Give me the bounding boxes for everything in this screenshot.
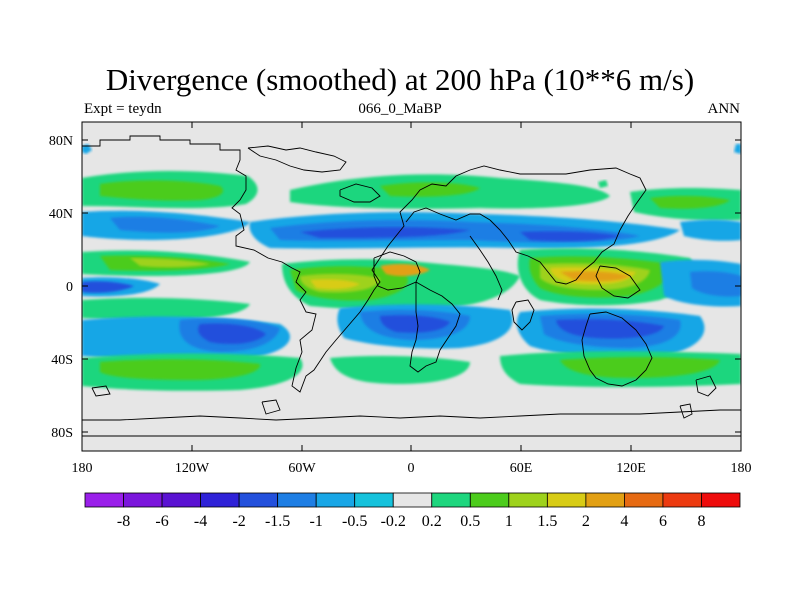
contour-region — [598, 180, 608, 188]
colorbar-label: -0.2 — [381, 513, 406, 530]
colorbar-swatch — [123, 492, 163, 508]
plot-title: Divergence (smoothed) at 200 hPa (10**6 … — [105, 62, 695, 97]
contour-region — [130, 258, 210, 268]
colorbar-label: 8 — [697, 513, 705, 530]
y-tick-label: 40N — [49, 207, 73, 222]
map-field — [82, 122, 741, 451]
x-tick-label: 60W — [288, 461, 316, 476]
contour-region — [110, 216, 220, 233]
contour-region — [330, 355, 470, 384]
colorbar-label: -2 — [232, 513, 245, 530]
x-tick-label: 180 — [731, 461, 752, 476]
colorbar-label: 0.5 — [460, 513, 480, 530]
colorbar-swatch — [354, 492, 394, 508]
contour-region — [82, 144, 92, 154]
y-tick-label: 0 — [66, 280, 73, 295]
colorbar-swatch — [315, 492, 356, 508]
contour-region — [690, 271, 741, 297]
colorbar-swatch — [238, 492, 279, 508]
season-label: ANN — [707, 101, 741, 117]
contour-region — [100, 180, 224, 201]
contour-region — [198, 323, 266, 344]
contour-region — [82, 297, 250, 320]
continent-outlines — [82, 135, 741, 437]
colorbar-label: 2 — [582, 513, 590, 530]
colorbar-label: -6 — [155, 513, 168, 530]
colorbar-swatch — [469, 492, 510, 508]
x-tick-label: 120E — [616, 461, 646, 476]
y-tick-label: 80N — [49, 134, 73, 149]
colorbar-label: -0.5 — [342, 513, 367, 530]
axis-ticks — [81, 122, 742, 451]
colorbar-label: -1 — [310, 513, 323, 530]
colorbar-swatch — [392, 492, 433, 508]
x-tick-label: 120W — [175, 461, 210, 476]
colorbar-label: -1.5 — [265, 513, 290, 530]
colorbar-label: 0.2 — [422, 513, 442, 530]
axes: 180 120W 60W 0 60E 120E 180 80N 40N 0 40… — [49, 134, 752, 476]
colorbar-label: 4 — [620, 513, 628, 530]
divergence-contours — [82, 144, 741, 391]
x-tick-label: 0 — [408, 461, 415, 476]
colorbar-swatch — [431, 492, 471, 508]
colorbar-label: -8 — [117, 513, 130, 530]
contour-region — [650, 195, 730, 209]
y-tick-label: 40S — [51, 353, 73, 368]
colorbar-swatch — [546, 492, 587, 508]
contour-region — [380, 315, 450, 333]
colorbar-label: 1.5 — [537, 513, 557, 530]
contour-region — [560, 357, 720, 378]
colorbar-swatch — [161, 492, 201, 508]
contour-region — [680, 219, 741, 241]
contour-region — [556, 319, 664, 339]
colorbar-swatch — [508, 492, 548, 508]
colorbar-swatch — [585, 492, 625, 508]
contour-region — [734, 144, 741, 154]
colorbar-label: -4 — [194, 513, 207, 530]
x-tick-label: 60E — [510, 461, 533, 476]
colorbar-swatch — [624, 492, 664, 508]
experiment-label: Expt = teydn — [84, 101, 162, 117]
x-tick-label: 180 — [72, 461, 93, 476]
colorbar-label: 1 — [505, 513, 513, 530]
contour-region — [82, 281, 134, 293]
y-tick-label: 80S — [51, 426, 73, 441]
contour-region — [100, 359, 261, 380]
colorbar-label: 6 — [659, 513, 667, 530]
contour-region — [380, 182, 480, 197]
colorbar-swatch — [662, 492, 702, 508]
colorbar — [84, 492, 741, 508]
colorbar-swatch — [701, 492, 741, 508]
contour-region — [520, 231, 620, 242]
colorbar-swatch — [277, 492, 317, 508]
colorbar-labels: -8 -6 -4 -2 -1.5 -1 -0.5 -0.2 0.2 0.5 1 1.5 2 4 6 8 — [117, 513, 706, 530]
colorbar-swatch — [200, 492, 240, 508]
contour-region — [310, 279, 360, 290]
contour-region — [300, 227, 470, 238]
case-label: 066_0_MaBP — [358, 101, 442, 117]
colorbar-swatch — [84, 492, 124, 508]
